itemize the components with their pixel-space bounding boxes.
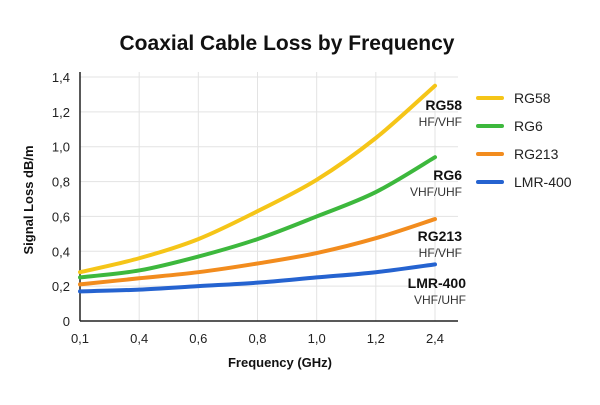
- series-sublabel: VHF/UHF: [414, 293, 466, 307]
- legend-entry: RG58: [514, 90, 551, 106]
- x-tick-label: 0,1: [71, 331, 89, 346]
- y-tick-label: 0,2: [52, 279, 70, 294]
- x-tick-label: 0,6: [189, 331, 207, 346]
- y-tick-label: 0,4: [52, 244, 70, 259]
- y-tick-label: 1,4: [52, 70, 70, 85]
- y-tick-label: 0,8: [52, 175, 70, 190]
- series-label: LMR-400: [408, 275, 467, 291]
- series-sublabel: HF/VHF: [419, 246, 462, 260]
- series-sublabel: HF/VHF: [419, 115, 462, 129]
- legend-entry: RG213: [514, 146, 559, 162]
- x-axis-label: Frequency (GHz): [228, 355, 332, 370]
- series-sublabel: VHF/UHF: [410, 185, 462, 199]
- legend: RG58 RG6 RG213 LMR-400: [476, 90, 572, 190]
- x-tick-label: 1,0: [308, 331, 326, 346]
- y-tick-label: 0,6: [52, 209, 70, 224]
- series-line-rg58: [78, 83, 437, 275]
- y-tick-label: 1,0: [52, 140, 70, 155]
- series-label: RG58: [425, 97, 462, 113]
- y-tick-label: 0: [63, 314, 70, 329]
- x-tick-label: 0,4: [130, 331, 148, 346]
- x-tick-label: 2,4: [426, 331, 444, 346]
- series-label: RG213: [418, 228, 463, 244]
- series-line-lmr-400: [78, 262, 437, 294]
- chart-title: Coaxial Cable Loss by Frequency: [120, 32, 455, 55]
- legend-entry: RG6: [514, 118, 543, 134]
- y-tick-label: 1,2: [52, 105, 70, 120]
- series-lines: [78, 83, 437, 294]
- x-tick-label: 0,8: [248, 331, 266, 346]
- y-axis-label: Signal Loss dB/m: [21, 145, 36, 254]
- series-line-rg6: [78, 155, 437, 280]
- grid: [80, 72, 458, 321]
- x-tick-label: 1,2: [367, 331, 385, 346]
- axes: 0 0,2 0,4 0,6 0,8 1,0 1,2 1,4 0,1 0,4 0,6 0,8 1,0 1,2…: [52, 70, 458, 346]
- series-line-rg213: [78, 217, 437, 287]
- series-label: RG6: [433, 167, 462, 183]
- series-annotations: RG58 HF/VHF RG6 VHF/UHF RG213 HF/VHF LMR-400 VH…: [408, 97, 467, 307]
- legend-entry: LMR-400: [514, 174, 572, 190]
